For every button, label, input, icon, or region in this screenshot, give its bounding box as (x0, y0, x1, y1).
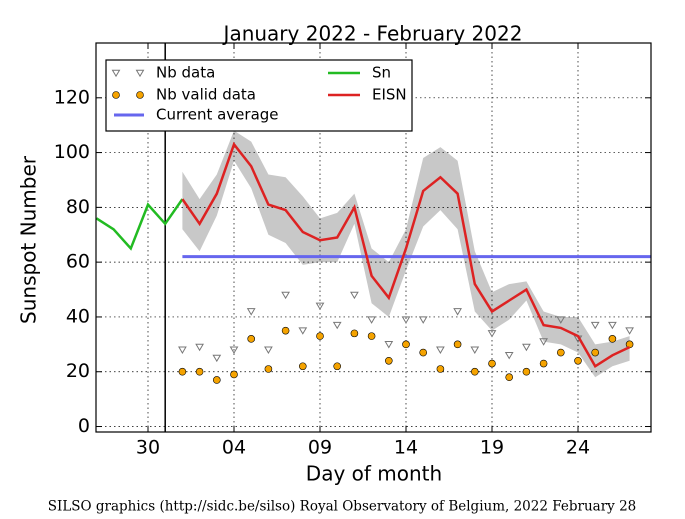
triangle-marker (212, 354, 222, 363)
circle-marker (264, 365, 273, 373)
triangle-marker (556, 316, 566, 324)
triangle-marker (590, 321, 600, 330)
circle-marker (505, 373, 514, 382)
triangle-marker (625, 327, 634, 335)
x-axis-label: Day of month (306, 462, 442, 486)
legend-symbol (112, 91, 120, 99)
x-tick-label: 09 (308, 437, 332, 459)
triangle-marker (384, 341, 394, 349)
triangle-marker (298, 327, 308, 335)
circle-marker (470, 367, 479, 376)
circle-marker (298, 362, 307, 371)
circle-marker (281, 326, 290, 335)
x-tick-label: 24 (566, 437, 590, 459)
y-axis-label: Sunspot Number (17, 155, 41, 324)
x-tick-label: 19 (480, 437, 504, 459)
circle-marker (556, 348, 565, 357)
circle-marker (436, 365, 445, 373)
triangle-marker (195, 343, 204, 352)
x-tick-label: 30 (136, 437, 160, 459)
y-tick-label: 40 (66, 305, 90, 327)
circle-marker (213, 376, 221, 384)
circle-marker (522, 367, 531, 376)
y-tick-label: 120 (54, 86, 90, 108)
triangle-marker (418, 316, 428, 324)
y-tick-label: 100 (54, 141, 90, 163)
circle-marker (333, 362, 342, 371)
circle-marker (367, 332, 376, 340)
legend-symbol (135, 69, 145, 78)
circle-marker (419, 348, 428, 357)
triangle-marker (178, 346, 187, 354)
y-tick-label: 0 (78, 415, 90, 437)
triangle-marker (246, 308, 256, 316)
series-line (181, 141, 631, 369)
circle-marker (608, 335, 617, 343)
circle-marker (453, 340, 462, 349)
triangle-marker (608, 321, 617, 330)
circle-marker (350, 329, 359, 338)
circle-marker (402, 340, 410, 349)
legend-label: EISN (372, 86, 407, 104)
circle-marker (488, 359, 496, 368)
triangle-marker (539, 338, 548, 346)
triangle-marker (332, 321, 342, 330)
triangle-marker (504, 351, 514, 360)
y-tick-label: 20 (66, 360, 90, 382)
circle-marker (384, 356, 393, 365)
circle-marker (316, 332, 324, 340)
series-line (95, 198, 184, 251)
legend-label: Nb data (156, 64, 215, 82)
triangle-marker (522, 343, 531, 352)
legend-label: Nb valid data (156, 86, 256, 104)
triangle-marker (264, 346, 273, 354)
circle-marker (247, 335, 255, 343)
triangle-marker (453, 308, 462, 316)
triangle-marker (315, 302, 325, 311)
circle-marker (195, 367, 204, 376)
legend-label: Sn (372, 64, 391, 82)
triangle-marker (350, 291, 359, 300)
circle-marker (574, 356, 582, 365)
triangle-marker (401, 316, 411, 324)
y-tick-label: 60 (66, 251, 90, 273)
circle-marker (625, 340, 634, 349)
triangle-marker (470, 346, 480, 354)
error-band (182, 130, 630, 378)
circle-marker (591, 348, 600, 357)
circle-marker (539, 359, 548, 368)
triangle-marker (367, 316, 376, 324)
legend-symbol (136, 91, 144, 99)
circle-marker (178, 367, 187, 376)
footer: SILSO graphics (http://sidc.be/silso) Ro… (48, 499, 637, 515)
legend-label: Current average (156, 106, 279, 124)
legend-symbol (111, 69, 121, 78)
plot-frame (95, 42, 652, 433)
chart-title: January 2022 - February 2022 (222, 22, 523, 46)
y-tick-label: 80 (66, 196, 90, 218)
circle-marker (230, 370, 238, 379)
legend-box (105, 59, 413, 132)
triangle-marker (229, 346, 239, 354)
triangle-marker (281, 291, 290, 300)
triangle-marker (436, 346, 445, 354)
x-tick-label: 04 (222, 437, 246, 459)
x-tick-label: 14 (394, 437, 418, 459)
triangle-marker (487, 330, 497, 338)
